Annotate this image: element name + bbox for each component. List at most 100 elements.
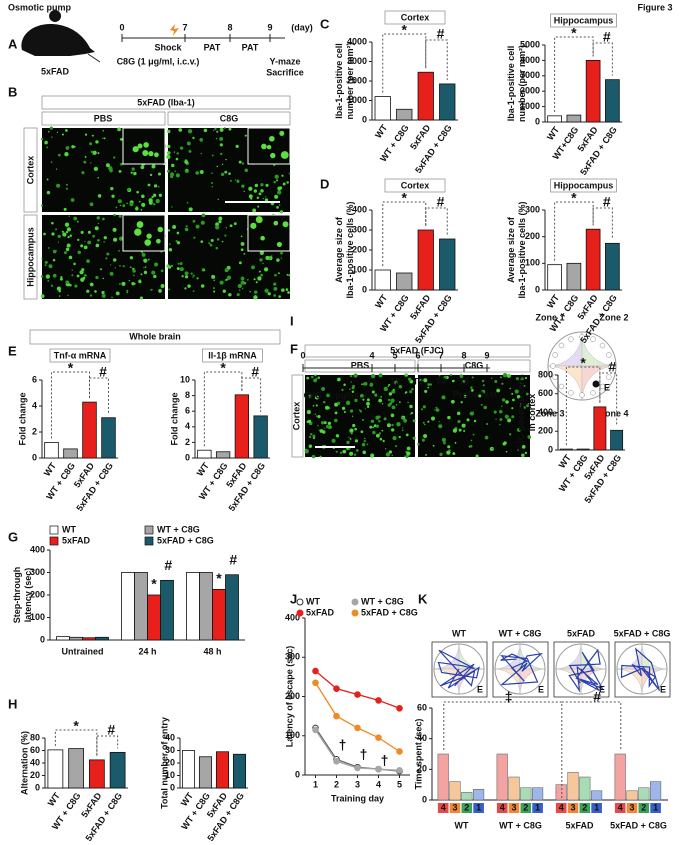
microscopy-speck (52, 258, 56, 262)
microscopy-speck (509, 387, 511, 390)
microscopy-speck (190, 272, 193, 275)
microscopy-speck (409, 390, 413, 394)
microscopy-speck (249, 290, 251, 293)
zone-label: Zone 2 (599, 312, 628, 322)
significance-bracket (554, 201, 594, 261)
microscopy-speck (225, 278, 228, 281)
microscopy-speck (387, 398, 391, 402)
microscopy-speck (90, 162, 92, 164)
microscopy-speck (184, 168, 189, 174)
microscopy-speck (327, 421, 332, 425)
significance-bracket (554, 36, 594, 112)
annotation: * (216, 570, 222, 586)
microscopy-speck (81, 171, 85, 175)
microscopy-speck (452, 452, 456, 455)
microscopy-speck (40, 204, 44, 207)
microscopy-speck (424, 389, 428, 393)
y-tick-label: 8 (185, 390, 190, 400)
microscopy-speck (234, 179, 237, 181)
microscopy-speck (200, 152, 203, 155)
microscopy-speck (117, 127, 121, 132)
column-label: PBS (94, 113, 113, 123)
legend-swatch (49, 536, 59, 546)
inset-cell (270, 152, 276, 159)
microscopy-speck (80, 230, 84, 234)
point (333, 712, 340, 720)
microscopy-speck (199, 170, 204, 174)
zone-quadrant-rim (547, 331, 617, 401)
zone-label: 3 (512, 802, 517, 812)
microscopy-speck (243, 190, 245, 193)
zone-box (650, 803, 661, 813)
microscopy-speck (317, 376, 321, 379)
day-label: 5 (392, 350, 397, 360)
microscopy-speck (140, 165, 145, 170)
inset-cell (280, 151, 289, 159)
microscopy-speck (438, 374, 441, 377)
end-label: Y-maze (269, 56, 300, 66)
y-tick-label: 6 (185, 406, 190, 416)
annotation: * (402, 22, 408, 38)
zone-label: Zone 1 (535, 312, 564, 322)
y-tick-label: 300 (352, 224, 367, 234)
mouse-icon (21, 10, 96, 57)
microscopy-speck (220, 145, 222, 147)
microscopy-speck (253, 189, 258, 193)
label-box (384, 10, 446, 25)
x-tick-label: WT (373, 292, 390, 310)
microscopy-speck (161, 285, 164, 287)
microscopy-speck (84, 133, 88, 136)
microscopy-speck (118, 236, 124, 241)
microscopy-speck (306, 410, 311, 415)
microscopy-speck (322, 430, 326, 434)
microscopy-speck (171, 163, 175, 168)
microscopy-speck (216, 130, 219, 133)
y-tick-label: 0 (170, 782, 175, 792)
microscopy-speck (126, 188, 130, 192)
microscopy-speck (220, 172, 225, 176)
microscopy-speck (95, 275, 99, 280)
microscopy-speck (324, 405, 330, 410)
y-tick-label: 2000 (520, 86, 540, 96)
y-tick-label: 400 (352, 204, 367, 214)
entry-label: E (538, 684, 544, 694)
microscopy-speck (360, 393, 364, 398)
microscopy-speck (248, 194, 253, 199)
microscopy-speck (89, 142, 93, 146)
microscopy-speck (265, 255, 270, 260)
y-tick-label: 300 (285, 652, 300, 662)
microscopy-speck (103, 137, 106, 140)
y-tick-label: 100 (30, 612, 45, 622)
y-tick-label: 10 (180, 374, 190, 384)
microscopy-speck (96, 216, 100, 220)
microscopy-speck (515, 377, 519, 381)
microscopy-speck (87, 230, 91, 234)
point (375, 697, 382, 704)
chart-title: Cortex (401, 180, 430, 190)
microscopy-speck (154, 262, 159, 267)
microscopy-speck (326, 393, 330, 398)
y-tick-label: 5000 (520, 39, 540, 49)
microscopy-speck (449, 373, 452, 377)
microscopy-speck (281, 288, 285, 292)
microscopy-speck (136, 190, 139, 194)
microscopy-speck (235, 144, 239, 148)
microscopy-speck (141, 251, 144, 254)
microscopy-speck (151, 270, 156, 275)
microscopy-speck (144, 266, 147, 268)
microscopy-speck (278, 204, 281, 206)
microscopy-speck (118, 249, 120, 252)
microscopy-speck (378, 432, 382, 435)
y-tick-label: 1000 (520, 101, 540, 111)
microscopy-speck (304, 449, 309, 454)
microscopy-speck (323, 421, 327, 425)
microscopy-speck (192, 274, 195, 277)
significance-bracket (89, 377, 109, 414)
bar (253, 415, 268, 459)
microscopy-speck (359, 409, 361, 411)
panel-letter: B (8, 84, 17, 99)
microscopy-speck (353, 453, 357, 456)
microscopy-speck (84, 156, 87, 158)
microscopy-speck (486, 423, 488, 425)
microscopy-speck (483, 405, 487, 410)
